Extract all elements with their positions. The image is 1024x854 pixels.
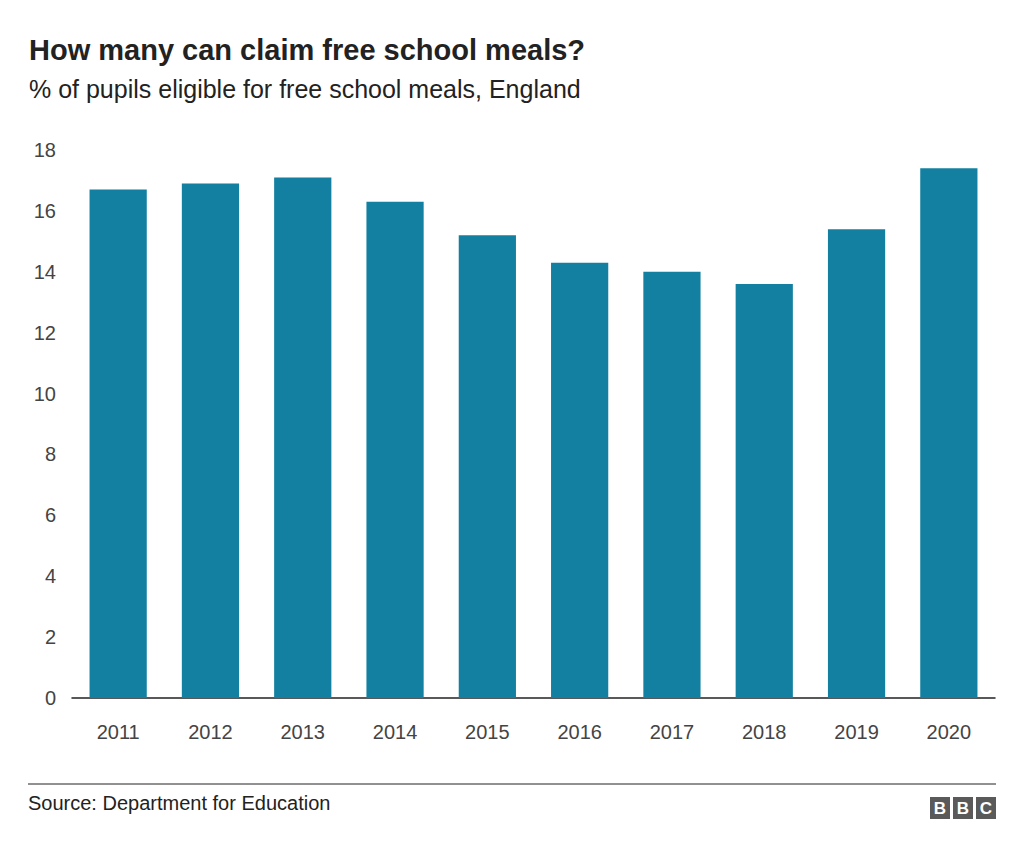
svg-text:14: 14 — [34, 261, 56, 283]
svg-text:2: 2 — [45, 626, 56, 648]
svg-text:2015: 2015 — [465, 721, 510, 743]
svg-text:0: 0 — [45, 687, 56, 709]
svg-text:12: 12 — [34, 322, 56, 344]
svg-text:4: 4 — [45, 565, 56, 587]
svg-text:2016: 2016 — [557, 721, 602, 743]
svg-text:B: B — [934, 799, 946, 818]
svg-text:2018: 2018 — [742, 721, 787, 743]
svg-text:8: 8 — [45, 443, 56, 465]
svg-text:Source: Department for Educati: Source: Department for Education — [28, 792, 330, 814]
svg-text:B: B — [957, 799, 969, 818]
svg-text:How many can claim free school: How many can claim free school meals? — [29, 34, 585, 66]
svg-text:18: 18 — [34, 139, 56, 161]
svg-text:2012: 2012 — [188, 721, 233, 743]
svg-text:2017: 2017 — [650, 721, 695, 743]
svg-text:2011: 2011 — [97, 721, 140, 743]
svg-text:2020: 2020 — [927, 721, 972, 743]
svg-text:% of pupils eligible for free: % of pupils eligible for free school mea… — [29, 75, 581, 103]
svg-text:2019: 2019 — [834, 721, 879, 743]
svg-text:16: 16 — [34, 200, 56, 222]
svg-text:2013: 2013 — [281, 721, 326, 743]
svg-text:2014: 2014 — [373, 721, 418, 743]
svg-text:10: 10 — [34, 383, 56, 405]
svg-text:C: C — [980, 799, 992, 818]
svg-text:6: 6 — [45, 504, 56, 526]
